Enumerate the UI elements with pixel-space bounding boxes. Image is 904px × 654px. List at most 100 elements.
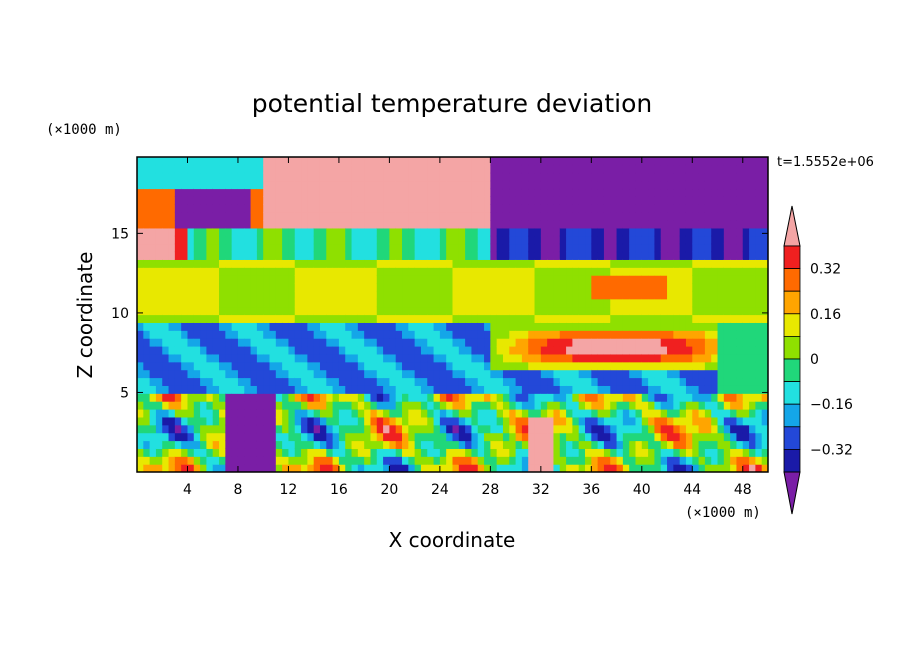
field-cell [351, 432, 359, 442]
field-cell [200, 267, 208, 276]
field-cell [685, 157, 693, 166]
field-cell [420, 346, 428, 355]
field-cell [452, 353, 460, 363]
field-cell [736, 267, 744, 276]
field-cell [685, 353, 693, 363]
field-cell [610, 464, 618, 472]
field-cell [566, 204, 573, 213]
field-cell [660, 369, 668, 379]
field-cell [439, 275, 447, 284]
field-cell [212, 369, 220, 379]
field-cell [364, 369, 372, 379]
field-cell [761, 401, 768, 410]
field-cell [357, 188, 365, 197]
field-cell [553, 448, 561, 457]
field-cell [591, 196, 599, 205]
field-cell [591, 464, 599, 472]
field-cell [585, 220, 592, 229]
field-cell [591, 227, 599, 237]
field-cell [301, 353, 308, 363]
field-cell [307, 440, 315, 449]
field-cell [704, 243, 712, 253]
field-cell [294, 235, 302, 245]
field-cell [730, 314, 738, 323]
field-cell [622, 361, 630, 371]
field-cell [484, 204, 491, 213]
field-cell [521, 212, 529, 221]
field-cell [250, 259, 258, 268]
field-cell [673, 275, 681, 284]
field-cell [155, 353, 163, 363]
field-cell [749, 440, 756, 449]
field-cell [338, 180, 346, 190]
field-cell [547, 275, 555, 284]
field-cell [187, 220, 195, 229]
field-cell [610, 385, 618, 394]
field-cell [288, 188, 296, 197]
field-cell [263, 393, 271, 402]
field-cell [263, 369, 271, 379]
field-cell [521, 456, 529, 465]
field-cell [370, 322, 378, 331]
field-cell [566, 290, 573, 300]
field-cell [723, 314, 731, 323]
field-cell [749, 212, 756, 221]
field-cell [515, 432, 523, 442]
field-cell [439, 330, 447, 339]
field-cell [717, 298, 725, 308]
field-cell [496, 385, 504, 394]
field-cell [490, 416, 498, 426]
field-cell [572, 353, 580, 363]
field-cell [143, 361, 151, 371]
field-cell [256, 164, 264, 174]
field-cell [484, 212, 491, 221]
field-cell [181, 409, 189, 418]
field-cell [420, 204, 428, 213]
field-cell [155, 259, 163, 268]
field-cell [559, 440, 567, 449]
field-cell [143, 204, 151, 213]
field-cell [761, 180, 768, 190]
field-cell [496, 346, 504, 355]
field-cell [572, 440, 580, 449]
field-cell [490, 188, 498, 197]
field-cell [263, 361, 271, 371]
field-cell [717, 290, 725, 300]
field-cell [174, 164, 182, 174]
field-cell [206, 322, 214, 331]
field-cell [711, 416, 719, 426]
field-cell [414, 440, 422, 449]
field-cell [509, 401, 517, 410]
field-cell [635, 385, 643, 394]
field-cell [654, 227, 662, 237]
field-cell [477, 346, 485, 355]
field-cell [528, 259, 536, 268]
field-cell [225, 172, 233, 182]
field-cell [319, 164, 327, 174]
field-cell [446, 235, 454, 245]
field-cell [244, 306, 252, 316]
field-cell [553, 464, 561, 472]
field-cell [332, 235, 340, 245]
field-cell [528, 464, 536, 472]
field-cell [307, 227, 315, 237]
field-cell [603, 424, 611, 434]
field-cell [465, 432, 473, 442]
field-cell [622, 283, 630, 292]
field-cell [742, 212, 750, 221]
field-cell [692, 157, 700, 166]
field-cell [364, 432, 372, 442]
field-cell [244, 424, 252, 434]
field-cell [313, 298, 321, 308]
field-cell [237, 251, 245, 260]
field-cell [585, 243, 592, 253]
field-cell [301, 401, 308, 410]
field-cell [578, 448, 586, 457]
field-cell [717, 416, 725, 426]
field-cell [629, 440, 637, 449]
field-cell [622, 196, 630, 205]
field-cell [149, 464, 157, 472]
field-cell [275, 227, 283, 237]
field-cell [515, 353, 523, 363]
field-cell [484, 275, 491, 284]
